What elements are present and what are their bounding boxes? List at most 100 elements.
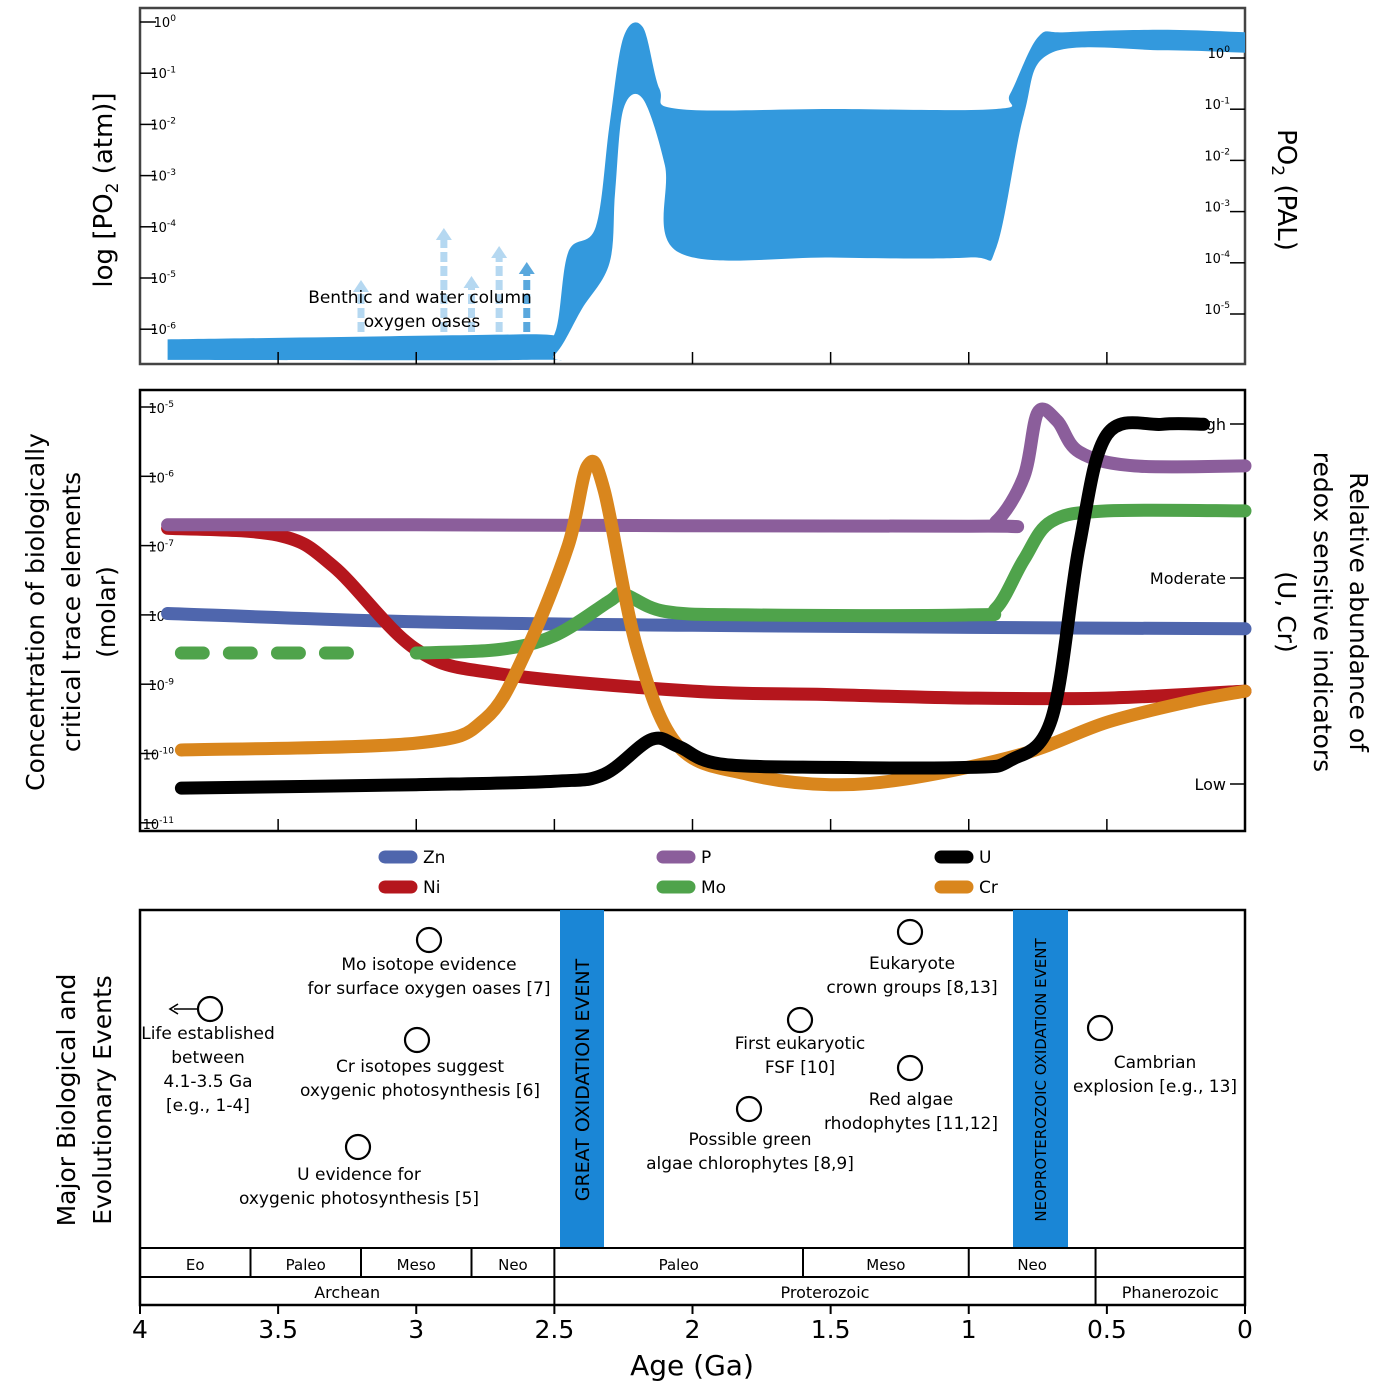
event-marker (896, 1054, 924, 1082)
x-tick-label: 2.5 (534, 1315, 574, 1344)
oxygen-right-tick-label: 10-5 (1204, 301, 1230, 318)
event-text: Mo isotope evidence (341, 955, 516, 975)
era-label: Eo (186, 1256, 205, 1274)
event-life: Life established between 4.1-3.5 Ga [e.g., … (141, 995, 275, 1116)
event-marker (403, 1026, 431, 1054)
oxygen-oasis-arrow (435, 228, 452, 332)
event-text: U evidence for (297, 1165, 421, 1185)
x-axis-label: Age (Ga) (630, 1349, 754, 1382)
great-oxidation-bar (560, 910, 604, 1248)
event-marker (735, 1095, 763, 1123)
event-green: Possible green algae chlorophytes [8,9] (646, 1095, 854, 1174)
x-tick-label: 1 (961, 1315, 977, 1344)
event-text: oxygenic photosynthesis [6] (300, 1081, 540, 1101)
oxygen-right-tick-label: 10-3 (1204, 199, 1230, 216)
event-text: [e.g., 1-4] (166, 1096, 250, 1116)
event-fsf: First eukaryotic FSF [10] (735, 1006, 866, 1078)
legend-item-ni: Ni (378, 878, 440, 898)
x-tick-label: 2 (685, 1315, 701, 1344)
oxygen-oasis-arrow (491, 246, 508, 332)
oxygen-right-tick-label: 10-1 (1204, 96, 1230, 113)
trace-ylabel-right-line-1: Relative abundance of (1344, 472, 1373, 753)
trace-right-tick-label: Moderate (1150, 569, 1226, 588)
event-text: for surface oxygen oases [7] (308, 979, 551, 999)
legend-label: U (979, 848, 991, 868)
event-text: Possible green (689, 1130, 812, 1150)
legend-item-zn: Zn (378, 848, 445, 868)
legend-label: Cr (979, 878, 998, 898)
x-tick-label: 4 (132, 1315, 148, 1344)
age-axis: 4 3.5 3 2.5 2 1.5 1 0.5 0 (132, 1305, 1253, 1344)
oxygen-right-tick-label: 10-4 (1204, 250, 1230, 267)
events-list: Life established between 4.1-3.5 Ga [e.g., … (141, 918, 1237, 1209)
event-text: Cr isotopes suggest (336, 1057, 504, 1077)
oxygen-axis-ticks: 100 10-1 10-2 10-3 10-4 10-5 10-6 100 10-1 10-2 10… (140, 14, 1245, 364)
legend-item-cr: Cr (934, 878, 998, 898)
oxygen-left-tick-label: 10-3 (150, 168, 176, 185)
legend-label: Mo (701, 878, 726, 898)
event-marker (786, 1006, 814, 1034)
oxygen-oasis-arrow (518, 262, 535, 332)
oxygen-left-tick-label: 10-2 (150, 117, 176, 134)
x-tick-label: 0 (1237, 1315, 1253, 1344)
trace-ylabel-right-line-3: (U, Cr) (1272, 571, 1301, 652)
oxygen-left-tick-label: 10-1 (150, 65, 176, 82)
event-text: Cambrian (1114, 1053, 1197, 1073)
x-tick-label: 0.5 (1087, 1315, 1127, 1344)
era-label: Meso (397, 1256, 436, 1274)
event-marker (196, 995, 224, 1023)
trace-ylabel-left-line-1: Concentration of biologically (21, 433, 50, 791)
legend-item-u: U (934, 848, 991, 868)
x-tick-label: 3 (408, 1315, 424, 1344)
event-text: Red algae (869, 1090, 954, 1110)
legend-label: Zn (423, 848, 445, 868)
neoproterozoic-oxidation-bar (1013, 910, 1068, 1248)
event-text: Eukaryote (869, 954, 955, 974)
event-text: First eukaryotic (735, 1034, 866, 1054)
events-panel-frame (138, 908, 1247, 1307)
event-text: algae chlorophytes [8,9] (646, 1154, 854, 1174)
trace-right-tick-label: Low (1194, 775, 1226, 794)
event-red: Red algae rhodophytes [11,12] (824, 1054, 998, 1134)
trace-left-tick-label: 10-9 (148, 677, 174, 694)
x-tick-label: 1.5 (811, 1315, 851, 1344)
series-line-p (161, 402, 1252, 534)
trace-left-tick-label: 10-11 (143, 816, 174, 833)
trace-ylabel-right-line-2: redox sensitive indicators (1308, 452, 1337, 772)
oxygen-oasis-arrow (463, 276, 480, 332)
event-cambrian: Cambrian explosion [e.g., 13] (1073, 1014, 1237, 1097)
oxygen-right-tick-label: 100 (1208, 45, 1231, 62)
event-marker (415, 926, 443, 954)
event-marker (344, 1133, 372, 1161)
trace-left-tick-label: 10-6 (148, 469, 174, 486)
series-line-u (174, 416, 1211, 795)
neoproterozoic-oxidation-label: NEOPROTEROZOIC OXIDATION EVENT (1032, 938, 1050, 1222)
event-u: U evidence for oxygenic photosynthesis [5… (239, 1133, 479, 1209)
series-line-mo (409, 503, 1252, 660)
events-ylabel-line-1: Major Biological and (52, 974, 81, 1227)
trace-ylabel-left-line-2: critical trace elements (57, 472, 86, 752)
trace-element-lines (161, 402, 1252, 795)
eon-label: Phanerozoic (1122, 1283, 1219, 1302)
event-marker (896, 918, 924, 946)
trace-ylabel-left-line-3: (molar) (92, 566, 121, 658)
event-mo: Mo isotope evidence for surface oxygen oa… (308, 926, 551, 999)
great-oxidation-label: GREAT OXIDATION EVENT (572, 958, 594, 1201)
legend-item-mo: Mo (656, 878, 726, 898)
oxygen-oasis-arrow (353, 280, 369, 332)
trace-left-tick-label: 10-7 (148, 539, 174, 556)
era-label: Paleo (659, 1256, 699, 1274)
event-arrowhead (168, 1003, 179, 1015)
legend-label: Ni (423, 878, 440, 898)
event-text: oxygenic photosynthesis [5] (239, 1189, 479, 1209)
trace-left-tick-label: 10-10 (143, 747, 175, 764)
oxygen-band (167, 22, 1246, 361)
era-label: Meso (866, 1256, 905, 1274)
legend: Zn P U Ni Mo Cr (378, 848, 998, 898)
geologic-timescale: Eo Paleo Meso Neo Paleo Meso Neo Archean Protero… (140, 1247, 1245, 1305)
era-label: Paleo (286, 1256, 326, 1274)
event-text: explosion [e.g., 13] (1073, 1077, 1237, 1097)
era-label: Neo (1017, 1256, 1047, 1274)
event-text: Life established (141, 1024, 275, 1044)
